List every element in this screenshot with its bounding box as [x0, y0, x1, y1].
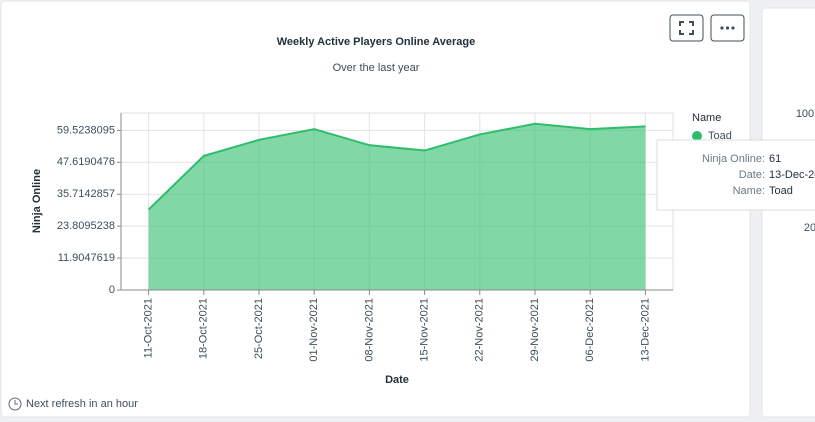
legend-swatch [692, 131, 702, 141]
area [148, 123, 646, 291]
legend-title: Name [692, 112, 721, 124]
tooltip-value: 13-Dec-2021 [769, 169, 815, 181]
y-tick-label: 59.5238095 [57, 124, 115, 136]
tooltip-box [656, 139, 815, 211]
chart-title: Weekly Active Players Online Average [277, 36, 476, 48]
tooltip: Ninja Online: 61 Date: 13-Dec-2021 Name: Toad [656, 139, 815, 211]
x-tick-label: 22-Nov-2021 [474, 298, 486, 362]
x-tick-label: 11-Oct-2021 [143, 298, 155, 358]
x-tick-label: 01-Nov-2021 [308, 298, 320, 362]
x-tick-label: 29-Nov-2021 [529, 298, 541, 362]
chart-subtitle: Over the last year [333, 62, 420, 74]
x-tick-label: 06-Dec-2021 [584, 298, 596, 362]
tooltip-label: Name: [733, 185, 765, 197]
side-tick-label: 20 [804, 222, 815, 234]
side-card [761, 7, 815, 418]
tooltip-value: Toad [769, 185, 793, 197]
dot [720, 26, 724, 30]
x-tick-label: 15-Nov-2021 [419, 298, 431, 362]
button-frame[interactable] [669, 14, 704, 42]
x-tick-label: 18-Oct-2021 [198, 298, 210, 359]
fullscreen-icon [679, 21, 694, 35]
fullscreen-button[interactable] [669, 14, 704, 42]
tooltip-label: Ninja Online: [702, 153, 765, 165]
tooltip-value: 61 [769, 153, 781, 165]
x-tick-label: 08-Nov-2021 [363, 298, 375, 362]
tooltip-label: Date: [739, 169, 765, 181]
x-axis-label: Date [385, 374, 409, 386]
side-tick-label: 100 [796, 108, 814, 120]
dot [725, 26, 730, 30]
dot [731, 26, 735, 30]
y-axis-label: Ninja Online [31, 169, 43, 233]
plot-area [120, 112, 674, 291]
x-tick-label: 13-Dec-2021 [639, 298, 651, 362]
clock-icon [8, 397, 22, 411]
y-tick-label: 35.7142857 [57, 188, 115, 200]
clock-hand [14, 400, 18, 405]
y-tick-label: 11.9047619 [58, 252, 115, 264]
footer-text: Next refresh in an hour [26, 398, 138, 410]
y-tick-label: 0 [109, 284, 115, 296]
y-tick-label: 47.6190476 [57, 156, 115, 168]
menu-button[interactable] [710, 14, 745, 42]
x-tick-label: 25-Oct-2021 [253, 298, 265, 359]
legend-label: Toad [708, 130, 732, 142]
line [147, 122, 646, 211]
y-tick-label: 23.8095238 [57, 220, 115, 232]
